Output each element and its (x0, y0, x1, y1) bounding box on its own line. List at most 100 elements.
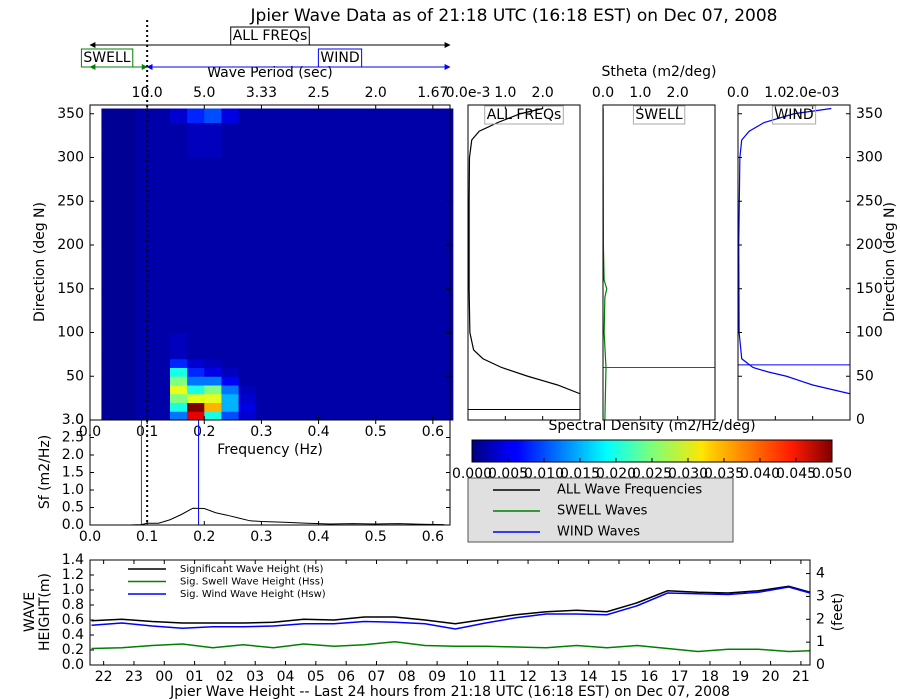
heatmap-cell (152, 122, 171, 158)
heatmap-cell (392, 288, 411, 333)
x-tick-label: 17 (671, 669, 689, 685)
heatmap-cell (341, 358, 360, 368)
heatmap-cell (427, 385, 454, 395)
heatmap-cell (290, 393, 308, 403)
heatmap-cell (170, 108, 188, 123)
heatmap-cell (290, 385, 308, 395)
heatmap-cell (324, 393, 342, 403)
heatmap-cell (410, 201, 428, 246)
heatmap-cell (152, 411, 171, 421)
heatmap-cell (410, 358, 428, 368)
x-axis-label: Jpier Wave Height -- Last 24 hours from … (169, 684, 730, 700)
y-tick-label: 350 (57, 106, 84, 122)
heatmap-cell (170, 201, 188, 246)
heatmap-cell (221, 245, 240, 290)
panel-title-box (632, 105, 686, 125)
top-tick-label: 0.0 (727, 85, 749, 101)
heatmap-cell (187, 367, 205, 377)
y-tick-label: 200 (856, 237, 883, 253)
x-tick-label: 12 (519, 669, 537, 685)
heatmap-cell (272, 376, 291, 386)
x-tick-label: 16 (640, 669, 658, 685)
colorbar-tick-label: 0.050 (812, 466, 852, 482)
colorbar-label: Spectral Density (m2/Hz/deg) (548, 418, 755, 434)
heatmap-cell (341, 108, 360, 123)
heatmap-cell (170, 411, 188, 421)
y-tick-label: 50 (856, 368, 874, 384)
heatmap-cell (101, 332, 120, 360)
heatmap-cell (255, 108, 274, 123)
heatmap-cell (135, 108, 154, 123)
heatmap-cell (427, 358, 454, 368)
heatmap-cell (290, 245, 308, 290)
heatmap-cell (101, 367, 120, 377)
heatmap-cell (358, 122, 377, 158)
heatmap-cell (272, 245, 291, 290)
legend-label: Sig. Wind Wave Height (Hsw) (180, 589, 326, 600)
heatmap-cell (187, 402, 205, 412)
axes-frame (467, 104, 581, 421)
heatmap-cell (307, 122, 325, 158)
annotation: ALL FREQs (233, 28, 308, 44)
heatmap-cell (392, 385, 411, 395)
heatmap-cell (255, 376, 274, 386)
x-tick-label: 0.3 (250, 529, 272, 545)
heatmap-cell (118, 332, 137, 360)
y-tick-label: 350 (856, 106, 883, 122)
heatmap-cell (307, 402, 325, 412)
x-tick-label: 0.5 (365, 529, 387, 545)
annotation-box (230, 26, 310, 46)
y-axis-label: WAVE (22, 592, 38, 632)
heatmap-cell (187, 358, 205, 368)
axes-frame (602, 104, 716, 421)
heatmap-cell (135, 367, 154, 377)
x-tick-label: 14 (580, 669, 598, 685)
y-tick-label: 0.0 (62, 657, 84, 673)
heatmap-cell (152, 376, 171, 386)
stheta-line (468, 107, 581, 395)
heatmap-cell (118, 288, 137, 333)
heatmap-cell (170, 122, 188, 158)
heatmap-cell (324, 385, 342, 395)
heatmap-cell (204, 393, 222, 403)
panel-title-box (771, 105, 817, 125)
x-tick-label: 0.4 (307, 424, 329, 440)
heatmap-cell (307, 201, 325, 246)
x-tick-label: 22 (95, 669, 113, 685)
heatmap-cell (221, 367, 240, 377)
y2-tick-label: 4 (816, 566, 825, 582)
heatmap-cell (324, 402, 342, 412)
x-axis-label: Stheta (m2/deg) (602, 64, 717, 80)
top-tick-label: 0.0 (592, 85, 614, 101)
heatmap-cell (187, 108, 205, 123)
heatmap-cell (170, 157, 188, 202)
heatmap-cell (221, 402, 240, 412)
top-tick-label: 0.0e-3 (446, 85, 491, 101)
legend-label: WIND Waves (557, 525, 640, 540)
heatmap-cell (135, 157, 154, 202)
x-tick-label: 20 (762, 669, 780, 685)
heatmap-cell (307, 376, 325, 386)
heatmap-cell (238, 393, 257, 403)
heatmap-cell (152, 358, 171, 368)
x-tick-label: 02 (216, 669, 234, 685)
heatmap-cell (427, 332, 454, 360)
heatmap-cell (290, 108, 308, 123)
heatmap-cell (135, 402, 154, 412)
heatmap-cell (221, 385, 240, 395)
heatmap-cell (101, 411, 120, 421)
heatmap-cell (101, 393, 120, 403)
y-tick-label: 150 (57, 281, 84, 297)
heatmap-cell (290, 332, 308, 360)
top-tick-label: 2.5 (307, 85, 329, 101)
heatmap-cell (358, 376, 377, 386)
heatmap-cell (358, 385, 377, 395)
heatmap-cell (221, 288, 240, 333)
heatmap-cell (358, 411, 377, 421)
heatmap-cell (272, 108, 291, 123)
heatmap-cell (170, 245, 188, 290)
y-tick-label: 0.4 (62, 627, 84, 643)
y-tick-label: 150 (856, 281, 883, 297)
heatmap-cell (238, 157, 257, 202)
heatmap-cell (221, 157, 240, 202)
